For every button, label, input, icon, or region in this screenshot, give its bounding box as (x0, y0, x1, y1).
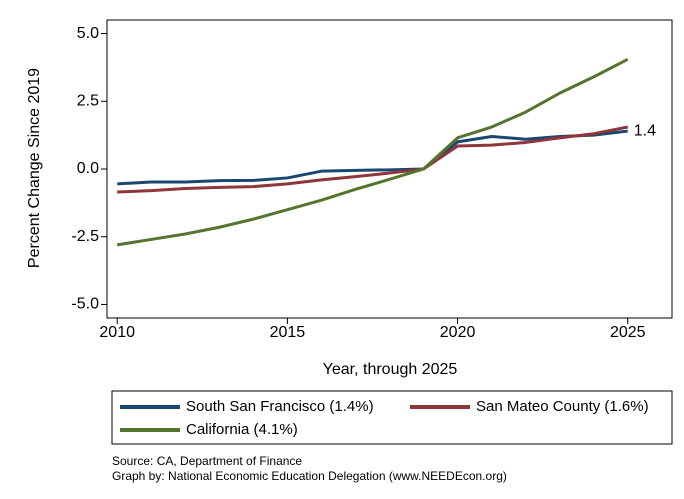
x-tick-label: 2020 (440, 324, 476, 341)
y-tick-label: 2.5 (77, 92, 99, 109)
source-note: Source: CA, Department of Finance (112, 454, 302, 468)
x-tick-label: 2015 (270, 324, 306, 341)
x-axis-title: Year, through 2025 (323, 361, 458, 378)
legend-label: South San Francisco (1.4%) (186, 398, 374, 415)
legend-label: San Mateo County (1.6%) (476, 398, 649, 415)
y-axis-title: Percent Change Since 2019 (26, 68, 43, 268)
credit-note: Graph by: National Economic Education De… (112, 469, 507, 483)
legend-label: California (4.1%) (186, 421, 298, 438)
series-line (117, 125, 629, 194)
x-tick-label: 2025 (610, 324, 646, 341)
y-tick-label: 5.0 (77, 25, 99, 42)
series-line (116, 57, 629, 247)
legend-box (111, 390, 673, 445)
y-tick-label: -5.0 (71, 296, 99, 313)
y-tick-label: -2.5 (71, 228, 99, 245)
y-tick-label: 0.0 (77, 160, 99, 177)
x-tick-label: 2010 (99, 324, 135, 341)
value-label: 1.4 (634, 122, 656, 139)
series-line (117, 129, 628, 186)
